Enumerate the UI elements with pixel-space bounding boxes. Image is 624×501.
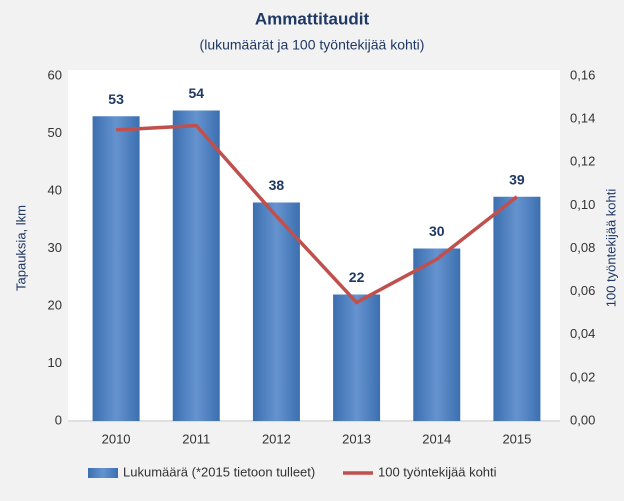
x-tick-label: 2011 [182,431,210,446]
y-tick-label: 60 [48,67,62,82]
data-label: 38 [269,177,285,193]
y-axis-title: Tapauksia, lkm [13,205,28,291]
y-tick-label: 40 [48,182,62,197]
y2-tick-label: 0,02 [570,369,595,384]
data-label: 39 [509,171,525,187]
y2-axis-title: 100 työntekijää kohti [603,189,618,308]
y2-tick-label: 0,10 [570,197,595,212]
legend-swatch [88,468,118,478]
plot-area [68,70,560,422]
x-tick-label: 2013 [342,431,371,446]
data-label: 30 [429,223,445,239]
y-tick-label: 50 [48,125,62,140]
y2-tick-label: 0,12 [570,154,595,169]
y-tick-label: 30 [48,240,62,255]
y-tick-label: 20 [48,297,62,312]
x-tick-label: 2012 [262,431,291,446]
legend-label: Lukumäärä (*2015 tietoon tulleet) [123,464,315,479]
x-tick-label: 2010 [102,431,131,446]
y-tick-label: 10 [48,355,62,370]
bar [92,116,140,421]
y2-tick-label: 0,08 [570,240,595,255]
x-tick-label: 2015 [502,431,531,446]
line [115,123,518,305]
x-tick-label: 2014 [422,431,451,446]
bar [172,110,220,421]
data-label: 22 [349,269,365,285]
y2-tick-label: 0,00 [570,412,595,427]
data-label: 54 [188,85,204,101]
legend-label: 100 työntekijää kohti [378,464,497,479]
bar [493,196,541,421]
bar [413,248,461,421]
y2-tick-label: 0,16 [570,67,595,82]
y2-tick-label: 0,06 [570,283,595,298]
chart-title: Ammattitaudit [255,9,370,28]
y2-tick-label: 0,14 [570,111,595,126]
bar [252,202,300,421]
chart-subtitle: (lukumäärät ja 100 työntekijää kohti) [200,37,425,53]
bar [333,294,381,421]
y-tick-label: 0 [55,412,62,427]
data-label: 53 [108,91,124,107]
y2-tick-label: 0,04 [570,326,595,341]
